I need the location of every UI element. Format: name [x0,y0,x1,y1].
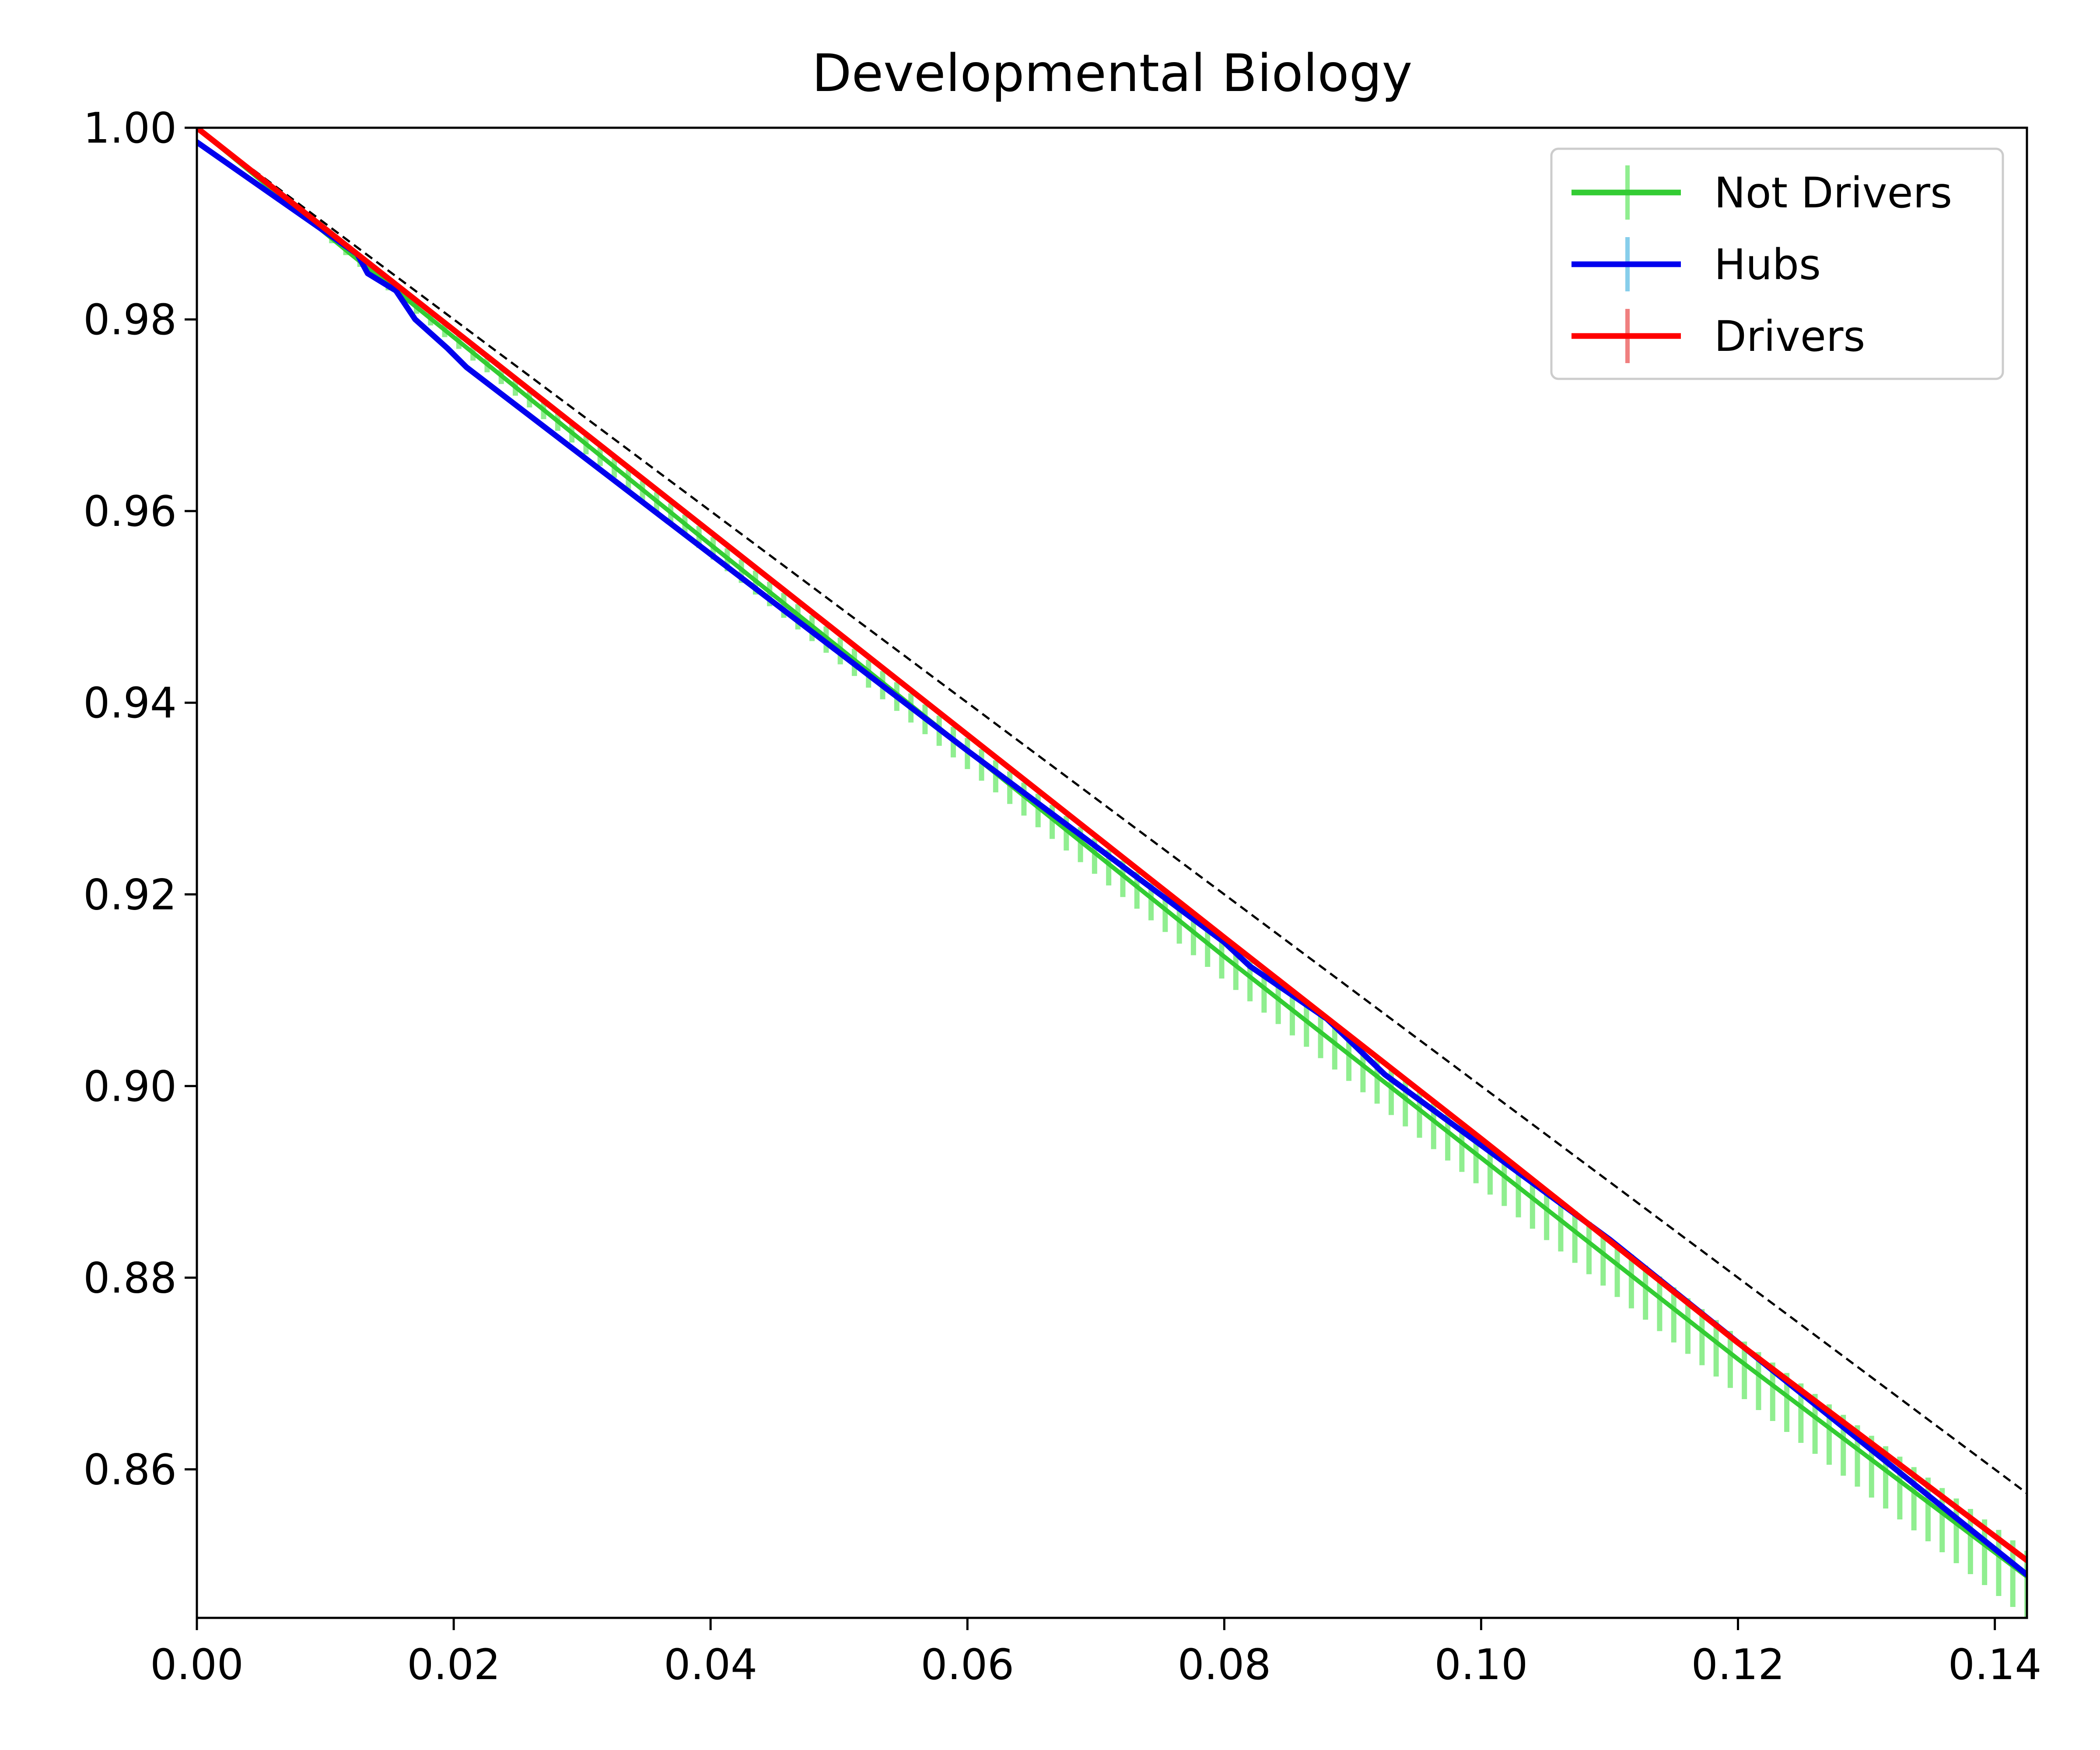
y-tick-label-6: 0.88 [83,1253,177,1302]
x-tick-label-0: 0.00 [150,1640,244,1689]
legend-label-drivers: Drivers [1714,312,1865,361]
legend-box [1550,147,2004,380]
y-tick-label-4: 0.92 [83,870,177,919]
x-tick-label-7: 0.14 [1948,1640,2042,1689]
legend-label-not-drivers: Not Drivers [1714,168,1952,217]
plot-frame [196,126,2028,1619]
series-line-drivers [197,128,2027,1564]
series-lines [197,128,2027,1579]
reference-line [197,128,2027,1494]
x-tick-label-4: 0.08 [1177,1640,1271,1689]
chart-title: Developmental Biology [812,43,1413,103]
series-line-hubs [197,139,2027,1578]
x-axis: 0.00 0.02 0.04 0.06 0.08 0.10 0.12 0.14 [150,1618,2041,1689]
y-tick-label-1: 0.98 [83,295,177,344]
x-tick-label-1: 0.02 [407,1640,500,1689]
y-tick-label-2: 0.96 [83,487,177,536]
x-tick-label-6: 0.12 [1691,1640,1785,1689]
y-tick-label-3: 0.94 [83,679,177,728]
x-tick-label-3: 0.06 [920,1640,1014,1689]
x-tick-label-2: 0.04 [664,1640,757,1689]
y-tick-label-7: 0.86 [83,1445,177,1494]
y-tick-label-5: 0.90 [83,1062,177,1111]
series-line-not-drivers [197,128,2027,1579]
legend-label-hubs: Hubs [1714,240,1821,289]
y-tick-label-0: 1.00 [83,104,177,153]
y-axis: 1.00 0.98 0.96 0.94 0.92 0.90 0.88 0.86 [83,104,197,1494]
legend: Not Drivers Hubs Drivers [1550,147,2004,380]
x-tick-label-5: 0.10 [1435,1640,1528,1689]
